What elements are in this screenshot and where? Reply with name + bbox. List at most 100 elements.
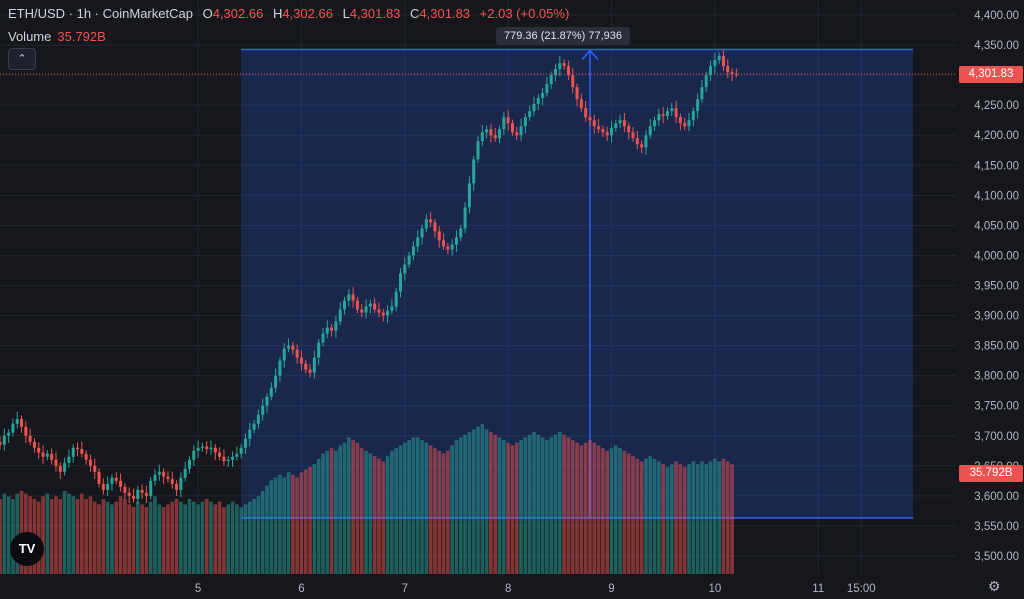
candle-body	[321, 333, 325, 343]
candle-body	[480, 132, 484, 142]
volume-bar	[41, 496, 45, 574]
candle-body	[416, 237, 420, 247]
candle-body	[726, 66, 730, 73]
candle-body	[218, 452, 222, 457]
volume-bar	[407, 440, 411, 574]
candle-body	[545, 84, 549, 94]
volume-bar	[278, 474, 282, 574]
candle-body	[63, 462, 67, 472]
candle-body	[187, 459, 191, 469]
volume-bar	[510, 445, 515, 574]
candle-body	[571, 75, 575, 88]
candle-body	[644, 135, 648, 148]
candle-body	[274, 375, 278, 388]
volume-bar	[2, 493, 7, 574]
y-tick-label: 3,750.00	[974, 401, 1019, 413]
candle-body	[683, 123, 687, 127]
volume-bar	[269, 480, 274, 574]
volume-bar	[717, 461, 721, 574]
candle-body	[347, 294, 351, 301]
candle-body	[442, 240, 446, 247]
volume-bar	[329, 448, 334, 574]
volume-badge: 35.792B	[959, 465, 1023, 482]
candle-body	[472, 159, 476, 184]
volume-bar	[626, 453, 631, 574]
volume-bar	[127, 504, 131, 574]
y-tick-label: 4,000.00	[974, 250, 1019, 262]
candle-body	[80, 448, 84, 454]
candle-body	[687, 120, 691, 127]
volume-bar	[725, 461, 730, 574]
candle-body	[196, 447, 200, 451]
candle-body	[261, 405, 265, 415]
volume-bar	[484, 429, 489, 574]
candle-body	[515, 132, 519, 136]
y-tick-label: 4,200.00	[974, 130, 1019, 142]
volume-bar	[480, 424, 485, 574]
candle-body	[575, 87, 579, 100]
candle-body	[144, 492, 148, 496]
volume-bar	[463, 434, 467, 574]
volume-bar	[446, 450, 450, 574]
candle-body	[304, 363, 308, 370]
volume-bar	[428, 445, 433, 574]
volume-label[interactable]: Volume	[8, 29, 52, 44]
volume-bar	[291, 474, 295, 574]
measure-range-box	[241, 49, 913, 518]
candle-body	[24, 426, 28, 436]
candle-body	[67, 456, 71, 463]
candle-body	[28, 435, 32, 442]
volume-bar	[342, 442, 347, 574]
volume-bar	[450, 445, 454, 574]
volume-bar	[187, 499, 192, 574]
candle-body	[592, 120, 596, 127]
volume-bar	[372, 456, 377, 574]
volume-bar	[97, 504, 101, 574]
candle-body	[351, 294, 355, 301]
volume-bar	[579, 445, 584, 574]
tradingview-logo-icon[interactable]: TV	[10, 532, 44, 566]
candle-body	[291, 345, 295, 350]
volume-bar	[678, 464, 683, 574]
candle-body	[420, 228, 424, 238]
candle-body	[101, 483, 105, 490]
candle-body	[523, 117, 527, 127]
symbol-title[interactable]: ETH/USD · 1h · CoinMarketCap	[8, 6, 193, 21]
volume-bar	[123, 499, 127, 574]
volume-bar	[622, 450, 627, 574]
y-tick-label: 4,350.00	[974, 40, 1019, 52]
volume-bar	[338, 445, 343, 574]
gear-icon[interactable]: ⚙	[988, 578, 1001, 594]
candle-body	[485, 129, 489, 133]
volume-bar	[174, 499, 179, 574]
candle-body	[157, 471, 161, 475]
volume-bar	[420, 440, 424, 574]
candle-body	[175, 483, 179, 490]
candle-body	[622, 120, 626, 127]
candle-body	[717, 55, 721, 61]
candle-body	[665, 111, 669, 117]
candle-body	[476, 141, 480, 160]
candle-body	[205, 446, 209, 449]
volume-bar	[583, 442, 588, 574]
volume-bar	[385, 456, 390, 574]
volume-bar	[596, 445, 601, 574]
candle-body	[433, 222, 437, 232]
chevron-up-icon[interactable]: ⌃	[8, 48, 36, 70]
volume-bar	[217, 501, 222, 574]
candle-body	[386, 310, 390, 316]
volume-bar	[721, 458, 726, 574]
volume-bar	[131, 507, 136, 574]
volume-bar	[84, 499, 88, 574]
volume-bar	[652, 458, 657, 574]
candle-body	[265, 396, 269, 406]
candle-body	[106, 483, 110, 490]
volume-bar	[209, 501, 213, 574]
high-value: 4,302.66	[282, 6, 333, 21]
candle-body	[390, 306, 394, 311]
candle-body	[713, 60, 717, 67]
candle-body	[510, 123, 514, 133]
volume-bar	[303, 469, 308, 574]
